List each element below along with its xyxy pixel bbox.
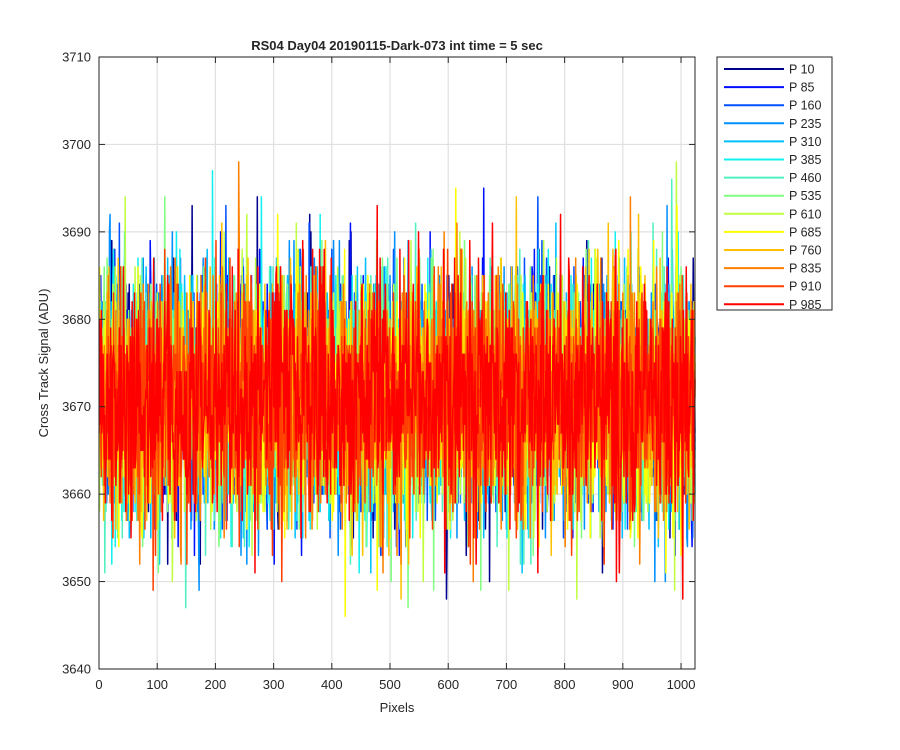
legend-label: P 835 [789, 262, 821, 276]
x-tick-label: 800 [554, 677, 576, 692]
y-tick-label: 3710 [62, 50, 91, 65]
legend-label: P 610 [789, 207, 821, 221]
x-tick-label: 400 [321, 677, 343, 692]
legend-item[interactable]: P 160 [724, 99, 821, 113]
x-tick-label: 900 [612, 677, 634, 692]
x-tick-label: 500 [379, 677, 401, 692]
legend-label: P 910 [789, 280, 821, 294]
legend-label: P 460 [789, 171, 821, 185]
y-tick-label: 3690 [62, 224, 91, 239]
y-tick-label: 3650 [62, 574, 91, 589]
legend-label: P 10 [789, 63, 815, 77]
x-tick-label: 700 [496, 677, 518, 692]
legend-item[interactable]: P 10 [724, 63, 815, 77]
legend-items: P 10 P 85 P 160 P 235 P 310 P 385 P 460 P 535 P … [724, 63, 821, 312]
legend-label: P 685 [789, 225, 821, 239]
legend-item[interactable]: P 385 [724, 153, 821, 167]
legend-item[interactable]: P 535 [724, 189, 821, 203]
y-axis: 3640 3650 3660 3670 3680 3690 3700 3710 [62, 50, 695, 677]
y-tick-label: 3670 [62, 399, 91, 414]
series-layer [98, 161, 696, 618]
legend-item[interactable]: P 760 [724, 244, 821, 258]
x-axis-label: Pixels [380, 700, 415, 715]
plot-frame [98, 56, 696, 670]
legend-label: P 310 [789, 135, 821, 149]
legend-item[interactable]: P 985 [724, 298, 821, 312]
y-tick-label: 3640 [62, 662, 91, 677]
legend-item[interactable]: P 310 [724, 135, 821, 149]
legend-label: P 535 [789, 189, 821, 203]
legend-item[interactable]: P 610 [724, 207, 821, 221]
x-tick-label: 0 [95, 677, 102, 692]
legend-label: P 385 [789, 153, 821, 167]
legend-label: P 985 [789, 298, 821, 312]
y-tick-label: 3680 [62, 312, 91, 327]
series-line-p-985 [98, 204, 696, 600]
legend-item[interactable]: P 835 [724, 262, 821, 276]
chart-title: RS04 Day04 20190115-Dark-073 int time = … [251, 38, 543, 53]
x-tick-label: 200 [205, 677, 227, 692]
legend-item[interactable]: P 685 [724, 225, 821, 239]
legend-label: P 160 [789, 99, 821, 113]
y-axis-label: Cross Track Signal (ADU) [36, 289, 51, 438]
y-tick-label: 3700 [62, 137, 91, 152]
legend-label: P 85 [789, 81, 815, 95]
x-axis: 0 100 200 300 400 500 600 700 800 900 1000 [95, 57, 695, 692]
legend-item[interactable]: P 460 [724, 171, 821, 185]
legend-item[interactable]: P 910 [724, 280, 821, 294]
legend-item[interactable]: P 235 [724, 117, 821, 131]
x-tick-label: 600 [437, 677, 459, 692]
legend[interactable]: P 10 P 85 P 160 P 235 P 310 P 385 P 460 P 535 P … [716, 56, 833, 312]
y-tick-label: 3660 [62, 487, 91, 502]
legend-label: P 760 [789, 244, 821, 258]
legend-item[interactable]: P 85 [724, 81, 815, 95]
legend-label: P 235 [789, 117, 821, 131]
x-tick-label: 1000 [667, 677, 696, 692]
x-tick-label: 300 [263, 677, 285, 692]
x-tick-label: 100 [146, 677, 168, 692]
